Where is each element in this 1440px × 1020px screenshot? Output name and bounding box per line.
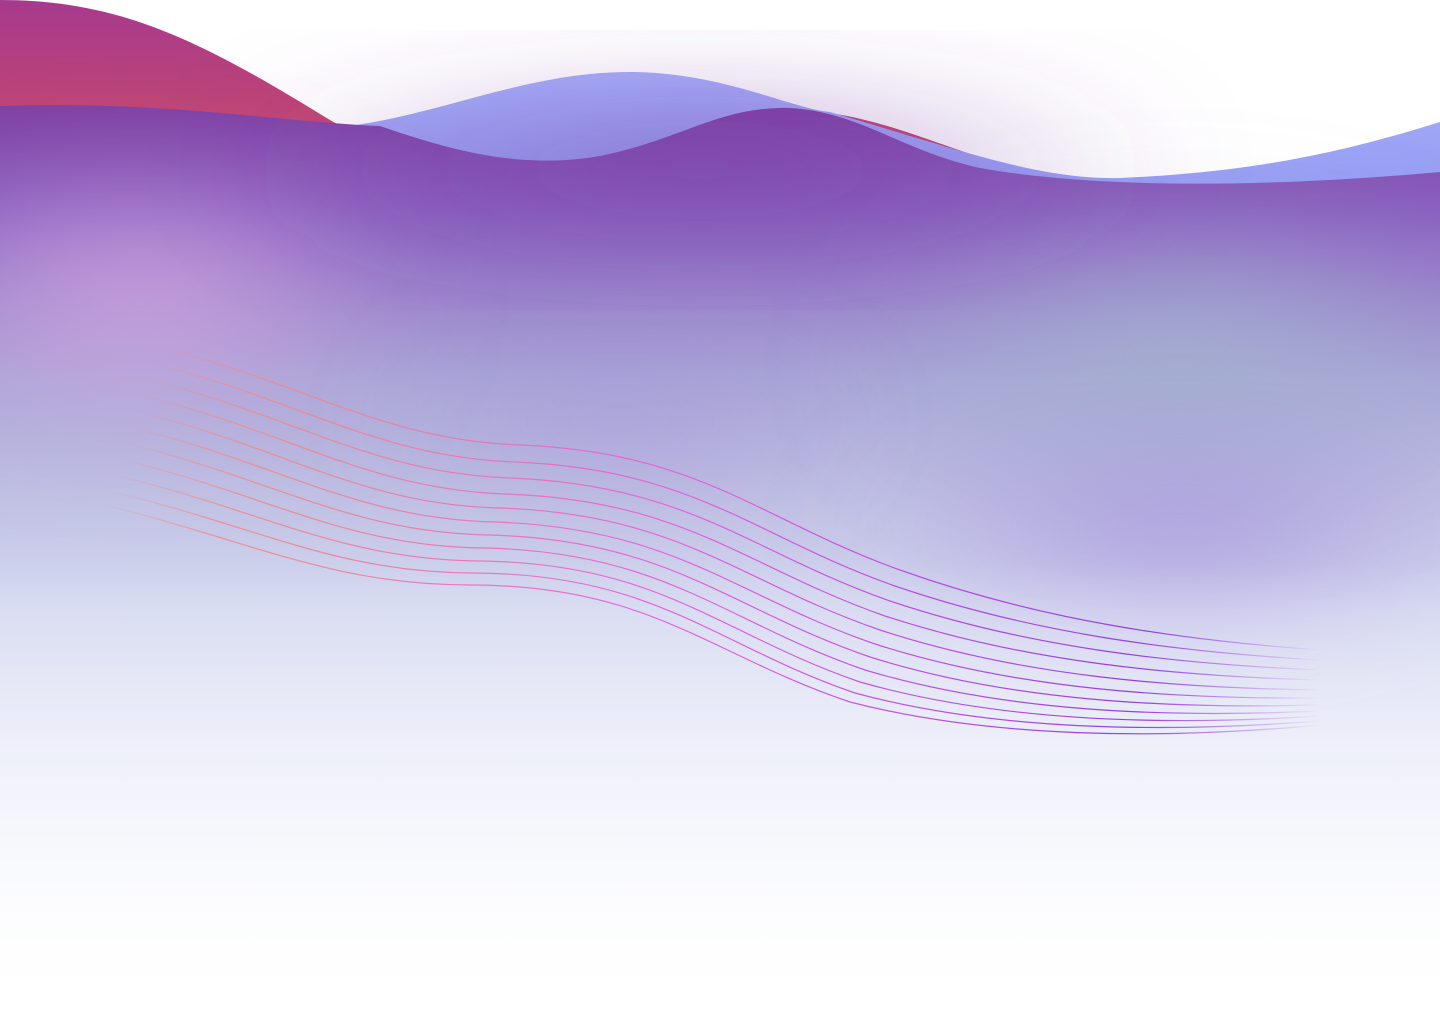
flow-line [129, 409, 1321, 691]
flow-line [134, 393, 1321, 681]
flow-lines [99, 344, 1321, 735]
flow-line [119, 441, 1321, 707]
flow-line [104, 489, 1321, 729]
flow-line [149, 344, 1321, 651]
flow-line [99, 503, 1321, 735]
flow-line [139, 377, 1321, 671]
flow-line [109, 473, 1321, 722]
flow-line [124, 425, 1321, 699]
flow-line [144, 361, 1321, 661]
flow-line [114, 457, 1321, 715]
